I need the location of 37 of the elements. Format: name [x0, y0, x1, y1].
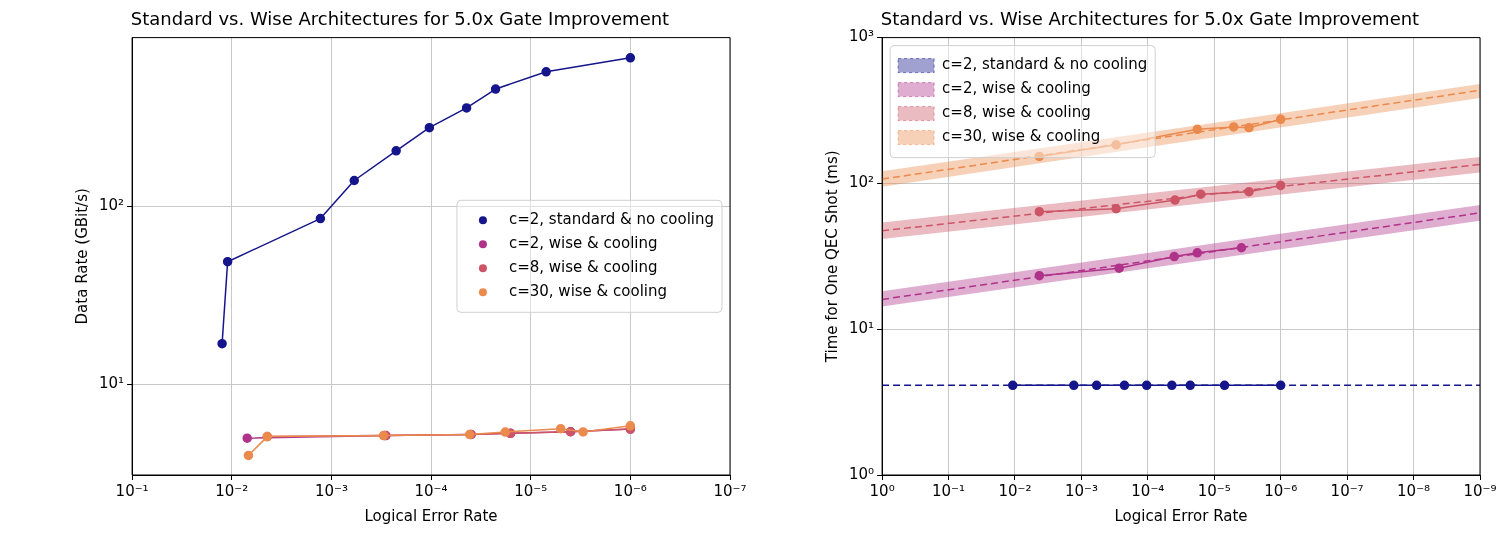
x-tick-label: 10⁻⁴: [1131, 481, 1165, 500]
x-tick-label: 10⁻⁸: [1397, 481, 1431, 500]
chart-title: Standard vs. Wise Architectures for 5.0x Gate Improvement: [130, 8, 670, 30]
x-tick-label: 10⁻¹: [932, 481, 966, 500]
legend-label: c=8, wise & cooling: [942, 103, 1091, 122]
y-axis-title: Time for One QEC Shot (ms): [822, 150, 841, 364]
x-tick-label: 10⁻⁹: [1463, 481, 1497, 500]
x-tick-label: 10⁻³: [1064, 481, 1098, 500]
y-tick-label: 10²: [98, 195, 125, 214]
chart-title: Standard vs. Wise Architectures for 5.0x Gate Improvement: [880, 8, 1420, 30]
y-tick-label: 10³: [848, 27, 875, 46]
y-tick-label: 10¹: [848, 319, 875, 338]
x-tick-label: 10⁻⁷: [1330, 481, 1364, 500]
y-tick-label: 10⁰: [848, 464, 875, 483]
x-tick-label: 10⁻⁵: [1197, 481, 1231, 500]
legend-label: c=2, wise & cooling: [508, 234, 658, 253]
x-tick-label: 10⁻³: [314, 481, 348, 500]
x-tick-label: 10⁰: [869, 481, 895, 500]
x-axis-title: Logical Error Rate: [1114, 506, 1248, 525]
legend-label: c=30, wise & cooling: [942, 127, 1101, 146]
legend-label: c=30, wise & cooling: [508, 282, 668, 301]
y-axis-title: Data Rate (GBit/s): [72, 188, 91, 325]
legend-label: c=2, wise & cooling: [942, 79, 1091, 98]
x-tick-label: 10⁻⁶: [1264, 481, 1298, 500]
x-tick-label: 10⁻²: [215, 481, 249, 500]
x-tick-label: 10⁻⁷: [713, 481, 747, 500]
legend-label: c=8, wise & cooling: [508, 258, 658, 277]
x-tick-label: 10⁻⁴: [414, 481, 448, 500]
y-tick-label: 10¹: [98, 374, 125, 393]
y-tick-label: 10²: [848, 173, 875, 192]
x-tick-label: 10⁻⁶: [613, 481, 647, 500]
x-tick-label: 10⁻¹: [115, 481, 149, 500]
legend-label: c=2, standard & no cooling: [508, 210, 714, 229]
x-tick-label: 10⁻²: [998, 481, 1032, 500]
legend-label: c=2, standard & no cooling: [942, 55, 1148, 74]
x-axis-title: Logical Error Rate: [364, 506, 498, 525]
x-tick-label: 10⁻⁵: [514, 481, 548, 500]
